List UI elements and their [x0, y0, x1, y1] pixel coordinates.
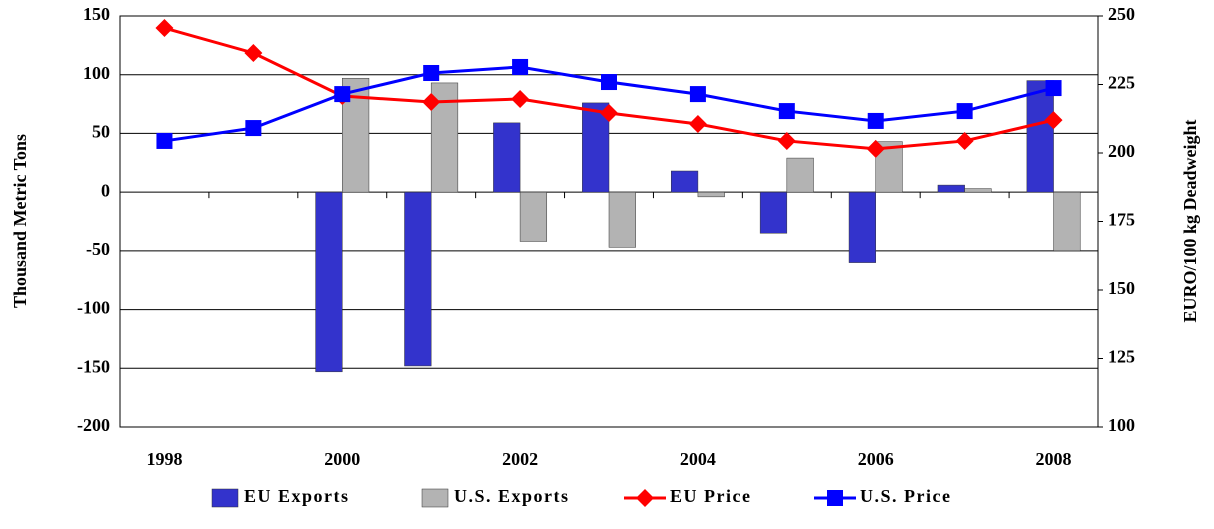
point [156, 132, 173, 149]
bar [670, 170, 699, 193]
point [956, 103, 973, 120]
bar [1053, 191, 1081, 252]
point [777, 131, 796, 150]
y-tick-label: 0 [101, 180, 110, 200]
legend-marker [827, 490, 843, 506]
y-axis-title: Thousand Metric Tons [10, 134, 30, 308]
point [244, 43, 263, 62]
point [600, 103, 618, 122]
x-tick-label: 2000 [324, 449, 360, 469]
x-tick-label: 2008 [1036, 449, 1072, 469]
bar [315, 191, 343, 373]
x-tick-label: 2004 [680, 449, 716, 469]
x-tick-label: 1998 [146, 449, 182, 469]
legend-label: EU Exports [244, 486, 350, 506]
x-tick-label: 2006 [858, 449, 894, 469]
y2-tick-label: 150 [1108, 278, 1135, 298]
bar [519, 191, 548, 242]
point [1044, 111, 1063, 130]
y2-tick-label: 100 [1108, 415, 1135, 435]
bar [786, 157, 814, 193]
x-tick-label: 2002 [502, 449, 538, 469]
y-tick-label: -200 [77, 415, 110, 435]
point [1045, 80, 1062, 97]
legend-swatch [211, 488, 239, 508]
point [511, 90, 530, 109]
legend-marker [636, 489, 654, 507]
y2-tick-label: 225 [1108, 73, 1135, 93]
point [689, 86, 706, 103]
legend-swatch [421, 488, 449, 508]
point [422, 93, 441, 112]
bar [759, 191, 788, 234]
point [155, 19, 174, 38]
bar [493, 122, 521, 193]
point [688, 114, 707, 133]
point [601, 74, 617, 91]
y-tick-label: -150 [77, 356, 110, 376]
y-tick-label: -100 [77, 298, 110, 318]
bar [608, 191, 636, 248]
y-tick-label: 50 [92, 122, 110, 142]
point [423, 64, 440, 81]
bar [937, 184, 965, 193]
y2-tick-label: 200 [1108, 141, 1135, 161]
bar [697, 191, 725, 198]
point [512, 58, 529, 75]
bar [582, 102, 610, 193]
point [867, 112, 884, 129]
legend-label: U.S. Exports [454, 486, 570, 506]
point [334, 86, 351, 103]
bar [404, 191, 432, 367]
bar [1026, 80, 1054, 193]
y-tick-label: 150 [83, 4, 110, 24]
point [778, 103, 795, 120]
legend-label: EU Price [670, 486, 751, 506]
bar [964, 188, 992, 193]
y2-tick-label: 175 [1108, 210, 1135, 230]
point [245, 120, 262, 137]
y2-tick-label: 125 [1108, 347, 1135, 367]
y2-tick-label: 250 [1108, 4, 1135, 24]
y-tick-label: -50 [86, 239, 110, 259]
point [866, 139, 885, 158]
y2-axis-title: EURO/100 kg Deadweight [1180, 119, 1200, 322]
legend-label: U.S. Price [860, 486, 951, 506]
y-tick-label: 100 [83, 63, 110, 83]
point [955, 131, 974, 150]
bar [848, 191, 876, 263]
plot-frame [119, 15, 1099, 428]
